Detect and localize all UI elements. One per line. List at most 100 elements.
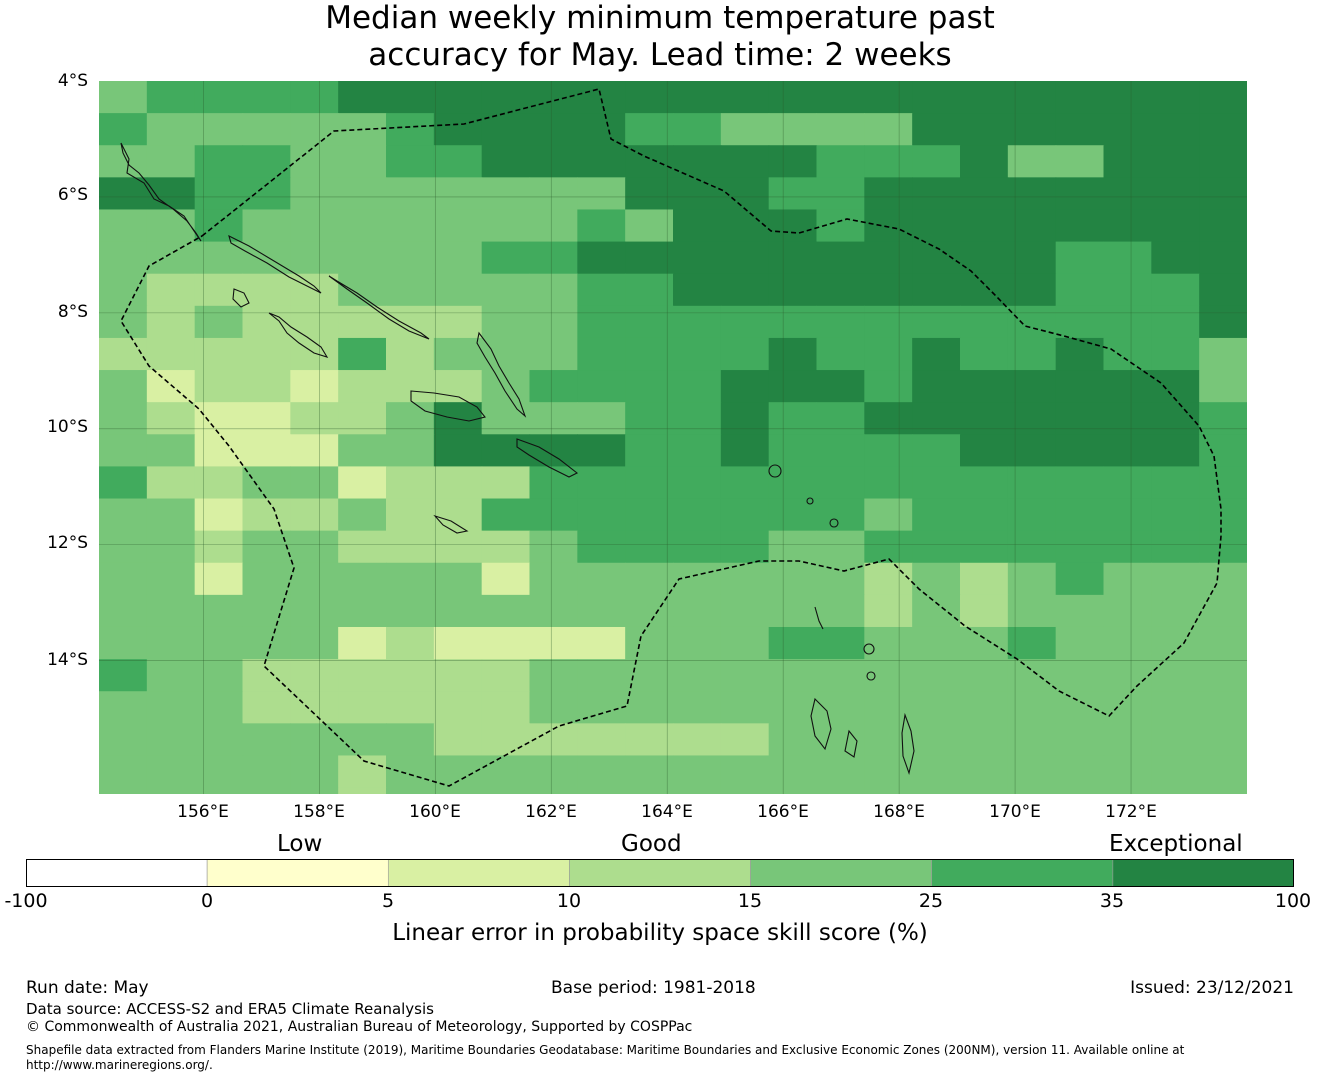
skill-cell xyxy=(768,691,818,724)
skill-cell xyxy=(768,337,818,371)
skill-cell xyxy=(194,659,244,692)
colorbar xyxy=(25,858,1295,888)
skill-cell xyxy=(720,466,770,500)
skill-cell xyxy=(577,81,626,114)
skill-cell xyxy=(1103,562,1152,596)
skill-cell xyxy=(1007,787,1057,794)
skill-cell xyxy=(146,370,196,403)
skill-cell xyxy=(720,273,770,307)
island-tikopia xyxy=(806,497,814,505)
skill-cell xyxy=(433,273,483,307)
island-ambae xyxy=(866,671,876,681)
skill-cell xyxy=(960,562,1009,596)
copyright-notice: © Commonwealth of Australia 2021, Austra… xyxy=(26,1019,693,1035)
skill-cell xyxy=(386,562,435,596)
skill-cell xyxy=(99,273,148,307)
skill-cell xyxy=(386,81,435,114)
skill-cell xyxy=(99,691,148,724)
skill-cell xyxy=(768,273,818,307)
skill-cell xyxy=(338,81,387,114)
skill-cell xyxy=(242,659,291,692)
lon-label-168e: 168°E xyxy=(873,802,925,822)
skill-cell xyxy=(673,177,722,211)
skill-cell xyxy=(673,530,722,564)
coastlines xyxy=(120,142,915,775)
skill-cell xyxy=(1151,498,1200,532)
skill-cell xyxy=(816,402,865,435)
title-line-1: Median weekly minimum temperature past xyxy=(325,0,995,36)
colorbar-tick-10: 10 xyxy=(556,890,582,912)
skill-cell xyxy=(577,177,626,211)
skill-cell xyxy=(386,787,435,794)
skill-cell xyxy=(912,594,961,628)
skill-cell xyxy=(1199,562,1247,596)
skill-cell xyxy=(625,305,674,339)
skill-cell xyxy=(1103,145,1152,178)
skill-cell xyxy=(768,177,818,211)
skill-cell xyxy=(1103,305,1152,339)
skill-cell xyxy=(433,626,483,660)
skill-cell xyxy=(1199,434,1247,468)
skill-cell xyxy=(768,466,818,500)
skill-cell xyxy=(912,337,961,371)
skill-cell xyxy=(146,145,196,178)
skill-cell xyxy=(290,337,339,371)
skill-cell xyxy=(481,273,531,307)
skill-cell xyxy=(625,498,674,532)
skill-cell xyxy=(960,241,1009,275)
skill-cell xyxy=(242,787,291,794)
skill-cell xyxy=(338,594,387,628)
skill-cell xyxy=(290,466,339,500)
skill-cell xyxy=(290,113,339,146)
island-malaita xyxy=(476,331,527,418)
island-new-georgia xyxy=(268,312,329,358)
skill-cell xyxy=(625,691,674,724)
skill-cell xyxy=(1151,434,1200,468)
skill-cell xyxy=(864,434,913,468)
skill-cell xyxy=(338,787,387,794)
skill-cell xyxy=(673,755,722,789)
skill-cell xyxy=(1103,81,1152,114)
skill-cell xyxy=(816,626,865,660)
skill-cell xyxy=(386,177,435,211)
skill-cell xyxy=(1151,241,1200,275)
skill-cell xyxy=(577,209,626,243)
skill-cell xyxy=(912,562,961,596)
island-guadalcanal xyxy=(410,390,486,422)
skill-cell xyxy=(99,594,148,628)
lat-label-10s: 10°S xyxy=(47,417,88,437)
skill-cell xyxy=(1007,273,1057,307)
skill-cell xyxy=(720,594,770,628)
skill-cell xyxy=(864,337,913,371)
chart-title: Median weekly minimum temperature past a… xyxy=(0,0,1320,74)
skill-cell xyxy=(146,530,196,564)
skill-cell xyxy=(816,370,865,403)
skill-cell xyxy=(625,113,674,146)
lat-label-14s: 14°S xyxy=(47,650,88,670)
skill-cell xyxy=(1103,113,1152,146)
skill-cell xyxy=(912,305,961,339)
skill-cell xyxy=(338,177,387,211)
skill-cell xyxy=(1151,787,1200,794)
skill-cell xyxy=(1199,466,1247,500)
skill-cell xyxy=(960,273,1009,307)
skill-cell xyxy=(768,787,818,794)
skill-cell xyxy=(194,755,244,789)
skill-cell xyxy=(1055,755,1105,789)
category-low: Low xyxy=(277,831,323,857)
skill-cell xyxy=(242,113,291,146)
skill-cell xyxy=(99,530,148,564)
lat-label-6s: 6°S xyxy=(57,185,88,205)
skill-cell xyxy=(1055,113,1105,146)
skill-cell xyxy=(194,466,244,500)
skill-cell xyxy=(99,434,148,468)
skill-cell xyxy=(912,626,961,660)
skill-cell xyxy=(386,723,435,757)
skill-cell xyxy=(768,562,818,596)
skill-cell xyxy=(1007,594,1057,628)
lon-label-162e: 162°E xyxy=(525,802,577,822)
skill-cell xyxy=(912,402,961,435)
skill-cell xyxy=(1103,177,1152,211)
skill-cell xyxy=(673,402,722,435)
colorbar-tick-15: 15 xyxy=(737,890,763,912)
